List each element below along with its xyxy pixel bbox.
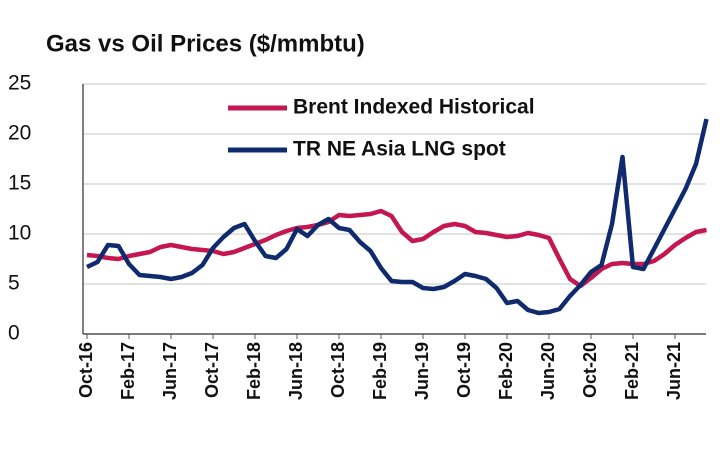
chart-title: Gas vs Oil Prices ($/mmbtu)	[46, 30, 365, 57]
series-line	[86, 118, 709, 316]
x-tick-label: Feb-17	[118, 342, 138, 400]
x-tick-label: Oct-19	[454, 342, 474, 398]
legend-label: Brent Indexed Historical	[293, 96, 535, 119]
x-tick-label: Oct-20	[580, 342, 600, 398]
y-tick-label: 5	[8, 272, 20, 295]
y-tick-label: 20	[8, 122, 31, 145]
legend-label: TR NE Asia LNG spot	[293, 138, 506, 161]
series-line	[86, 208, 707, 289]
x-tick-label: Oct-18	[328, 342, 348, 398]
x-tick-label: Feb-21	[622, 342, 642, 400]
x-tick-label: Oct-17	[202, 342, 222, 398]
y-tick-label: 25	[8, 72, 31, 95]
x-tick-label: Jun-18	[286, 342, 306, 400]
x-tick-label: Feb-20	[496, 342, 516, 400]
y-tick-label: 0	[8, 322, 20, 345]
x-tick-label: Jun-17	[160, 342, 180, 400]
x-tick-label: Oct-16	[76, 342, 96, 398]
x-tick-label: Feb-18	[244, 342, 264, 400]
x-tick-label: Jun-19	[412, 342, 432, 400]
y-tick-label: 15	[8, 172, 31, 195]
x-tick-label: Jun-20	[538, 342, 558, 400]
x-tick-label: Jun-21	[664, 342, 684, 400]
x-tick-label: Feb-19	[370, 342, 390, 400]
y-tick-label: 10	[8, 222, 31, 245]
